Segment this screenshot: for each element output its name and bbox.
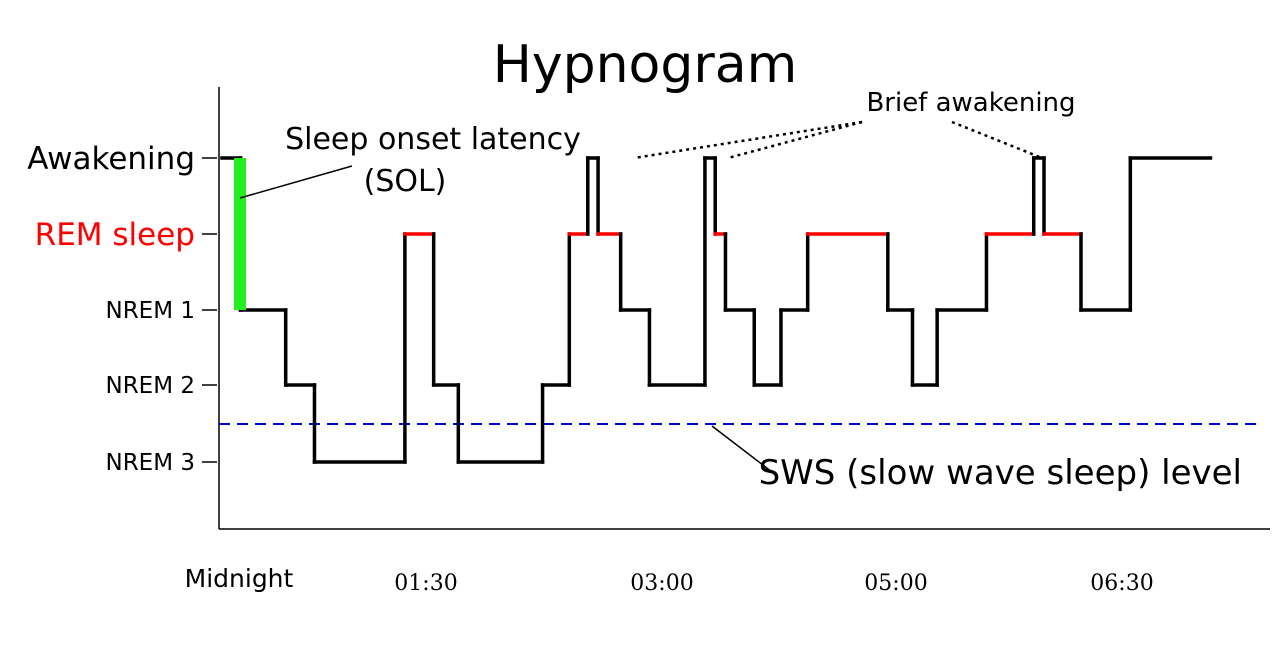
y-tick-group: Awakening REM sleep NREM 1 NREM 2 NREM 3 bbox=[27, 141, 217, 476]
sws-level-label: SWS (slow wave sleep) level bbox=[759, 453, 1242, 493]
brief-awakening-leader-1 bbox=[633, 120, 863, 160]
y-tick-label: NREM 2 bbox=[105, 373, 195, 399]
brief-awakening-label: Brief awakening bbox=[866, 88, 1075, 118]
sws-leader-line bbox=[711, 425, 773, 473]
brief-awakening-leader-2 bbox=[727, 120, 863, 160]
y-tick-label: Awakening bbox=[27, 141, 195, 177]
sol-label-line-2: (SOL) bbox=[364, 164, 447, 199]
y-tick-label: REM sleep bbox=[35, 217, 195, 253]
x-tick-label: Midnight bbox=[185, 564, 294, 593]
x-tick-label: 05:00 bbox=[864, 571, 927, 596]
x-tick-label: 03:00 bbox=[630, 571, 693, 596]
sol-leader-line bbox=[239, 165, 353, 199]
sol-bar bbox=[234, 158, 246, 310]
sol-label-line-1: Sleep onset latency bbox=[285, 122, 581, 157]
brief-awakening-leader-3 bbox=[951, 120, 1043, 160]
y-tick-label: NREM 3 bbox=[105, 450, 195, 476]
x-tick-label: 06:30 bbox=[1090, 571, 1153, 596]
y-tick-label: NREM 1 bbox=[105, 298, 195, 324]
hypnogram-trace-group bbox=[220, 156, 1213, 464]
x-tick-group: Midnight 01:30 03:00 05:00 06:30 bbox=[185, 564, 1154, 596]
x-tick-label: 01:30 bbox=[394, 571, 457, 596]
chart-title: Hypnogram bbox=[493, 35, 798, 95]
